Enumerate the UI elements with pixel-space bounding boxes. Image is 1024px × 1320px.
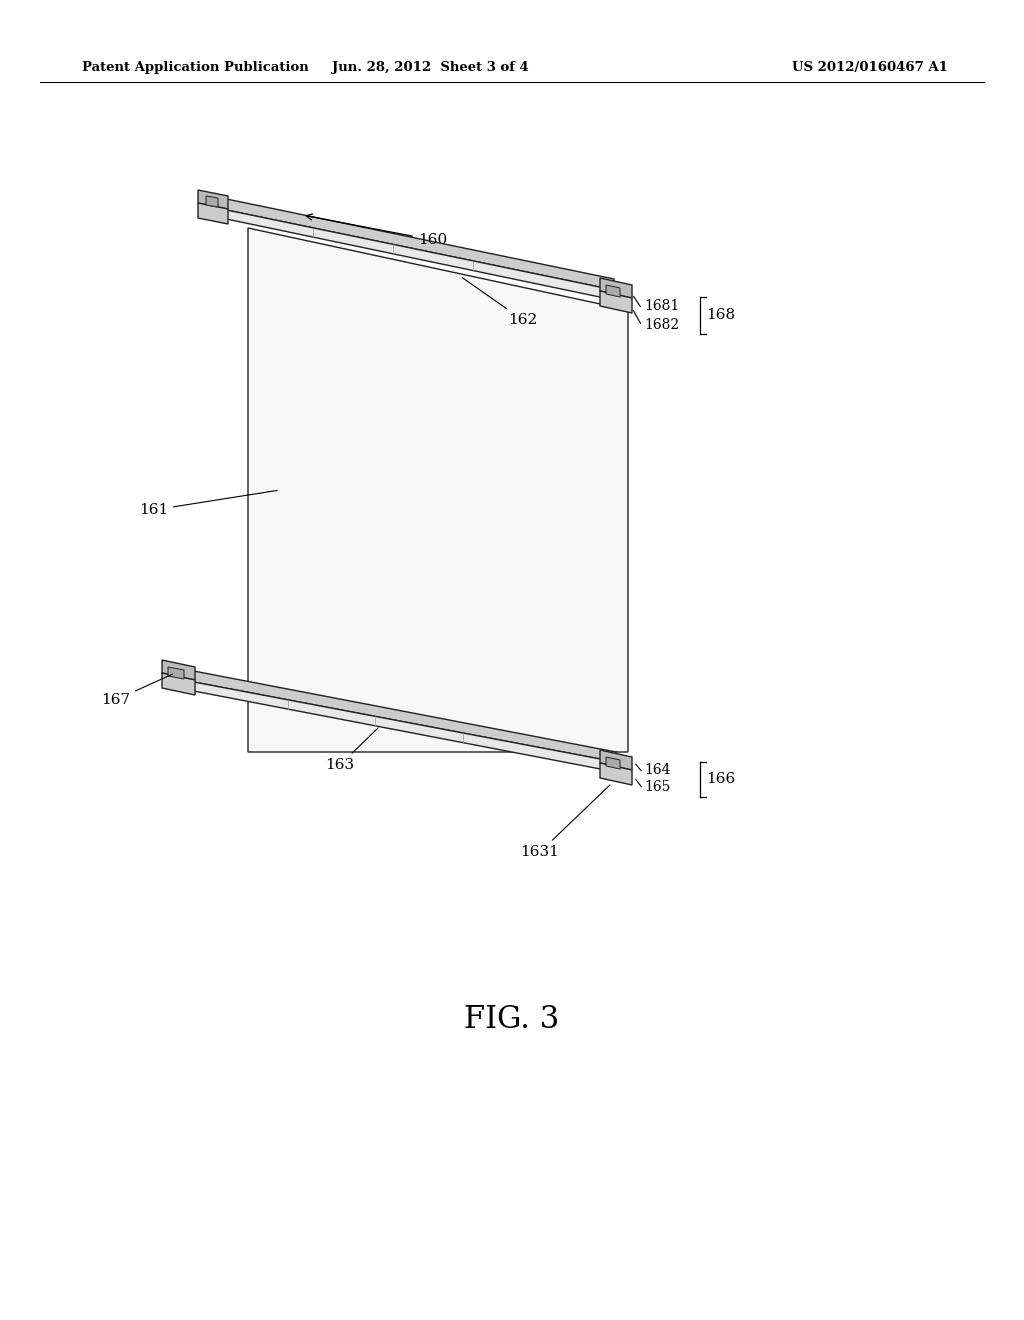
Polygon shape [606,285,620,297]
Text: 1631: 1631 [520,785,610,859]
Text: Jun. 28, 2012  Sheet 3 of 4: Jun. 28, 2012 Sheet 3 of 4 [332,62,528,74]
Polygon shape [162,673,195,696]
Text: FIG. 3: FIG. 3 [464,1005,560,1035]
Text: Patent Application Publication: Patent Application Publication [82,62,309,74]
Text: US 2012/0160467 A1: US 2012/0160467 A1 [792,62,948,74]
Polygon shape [212,207,614,300]
Polygon shape [198,203,228,224]
Polygon shape [178,678,616,772]
Text: 1682: 1682 [644,318,679,333]
Polygon shape [600,290,632,313]
Polygon shape [162,660,195,680]
Text: 168: 168 [706,308,735,322]
Polygon shape [248,228,628,752]
Text: 160: 160 [306,214,447,247]
Text: 167: 167 [101,675,172,708]
Text: 1681: 1681 [644,300,679,313]
Polygon shape [212,195,614,290]
Text: 166: 166 [706,772,735,785]
Polygon shape [600,750,632,770]
Polygon shape [178,668,616,762]
Text: 161: 161 [138,491,278,517]
Polygon shape [600,279,632,298]
Polygon shape [198,190,228,209]
Polygon shape [606,756,620,770]
Text: 162: 162 [462,277,538,327]
Polygon shape [600,763,632,785]
Text: 163: 163 [326,727,378,772]
Text: 165: 165 [644,780,671,795]
Polygon shape [168,667,184,678]
Polygon shape [206,195,218,207]
Text: 164: 164 [644,763,671,777]
